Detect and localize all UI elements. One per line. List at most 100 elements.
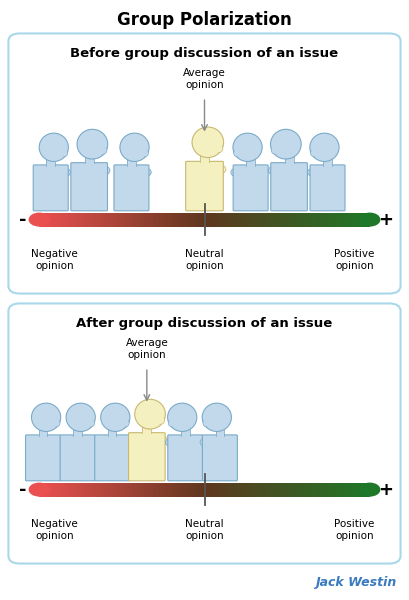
Bar (42, 482, 43, 497)
Ellipse shape (138, 168, 151, 177)
Bar (127, 157, 136, 166)
Bar (235, 212, 236, 227)
Bar (81, 212, 82, 227)
Bar (324, 212, 325, 227)
Bar (119, 482, 120, 497)
Ellipse shape (102, 404, 129, 430)
Bar (185, 212, 186, 227)
Bar (224, 482, 225, 497)
Ellipse shape (53, 419, 60, 427)
Bar (259, 212, 260, 227)
Bar (282, 212, 283, 227)
Bar (105, 482, 106, 497)
Bar (198, 482, 199, 497)
Bar (238, 212, 239, 227)
Bar (124, 212, 126, 227)
Bar (338, 212, 339, 227)
Bar (336, 212, 337, 227)
Bar (222, 212, 223, 227)
Bar (108, 212, 109, 227)
Bar (212, 212, 213, 227)
Bar (343, 212, 344, 227)
Bar (352, 482, 353, 497)
Bar (90, 482, 91, 497)
Ellipse shape (29, 212, 50, 227)
Bar (306, 482, 307, 497)
Bar (306, 212, 307, 227)
Bar (289, 212, 290, 227)
Bar (353, 212, 354, 227)
Bar (67, 482, 68, 497)
Bar (172, 482, 173, 497)
Bar (279, 482, 280, 497)
Bar (185, 482, 186, 497)
Bar (239, 212, 240, 227)
Bar (358, 482, 359, 497)
Bar (305, 482, 306, 497)
Bar (87, 212, 88, 227)
Bar (356, 212, 357, 227)
Bar (104, 212, 105, 227)
Ellipse shape (135, 400, 165, 429)
Bar (162, 212, 163, 227)
Ellipse shape (101, 403, 130, 431)
FancyBboxPatch shape (95, 435, 130, 481)
Bar (175, 212, 176, 227)
Bar (230, 482, 231, 497)
Ellipse shape (40, 134, 67, 160)
Bar (204, 212, 205, 227)
Bar (316, 212, 317, 227)
Bar (64, 212, 65, 227)
Bar (330, 212, 331, 227)
Bar (326, 212, 327, 227)
Bar (205, 482, 206, 497)
Bar (320, 482, 321, 497)
Bar (188, 212, 189, 227)
Text: +: + (378, 211, 393, 229)
Bar (130, 482, 131, 497)
Bar (264, 212, 265, 227)
Bar (294, 482, 295, 497)
Bar (272, 482, 273, 497)
Bar (154, 482, 155, 497)
Bar (236, 212, 237, 227)
Bar (339, 482, 340, 497)
Bar (65, 482, 66, 497)
Bar (44, 482, 45, 497)
Bar (103, 482, 104, 497)
Bar (299, 482, 300, 497)
Bar (78, 212, 79, 227)
Bar (147, 212, 148, 227)
Bar (278, 482, 279, 497)
Bar (52, 482, 53, 497)
Bar (102, 212, 103, 227)
Bar (195, 212, 196, 227)
Bar (115, 482, 116, 497)
Bar (73, 212, 74, 227)
Bar (80, 482, 81, 497)
Bar (217, 482, 218, 497)
Bar (172, 212, 173, 227)
Bar (322, 482, 323, 497)
Bar (70, 212, 71, 227)
Text: -: - (19, 211, 27, 229)
Bar (177, 482, 178, 497)
Bar (108, 482, 109, 497)
Bar (42, 212, 43, 227)
Ellipse shape (211, 164, 226, 174)
Bar (46, 482, 47, 497)
Bar (280, 482, 281, 497)
Bar (39, 212, 40, 227)
Bar (275, 212, 276, 227)
Bar (98, 482, 99, 497)
Ellipse shape (231, 168, 244, 177)
Bar (321, 482, 322, 497)
Bar (131, 212, 132, 227)
Bar (167, 212, 168, 227)
Bar (197, 482, 198, 497)
Bar (85, 482, 86, 497)
Bar (120, 482, 121, 497)
Bar (217, 212, 218, 227)
Bar (291, 482, 292, 497)
Bar (85, 155, 94, 164)
